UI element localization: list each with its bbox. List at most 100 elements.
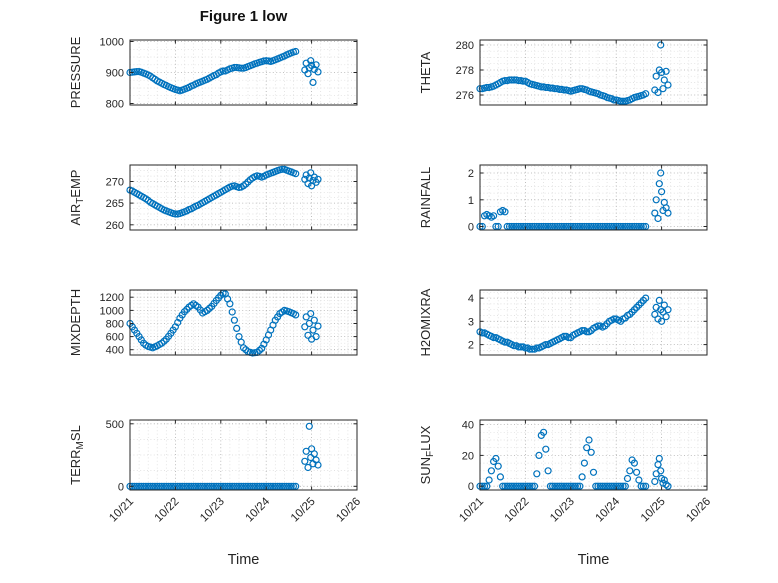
data-point bbox=[501, 208, 509, 216]
data-point bbox=[483, 83, 491, 92]
data-point bbox=[309, 326, 317, 334]
data-point bbox=[517, 482, 525, 490]
data-point bbox=[208, 482, 216, 490]
data-point bbox=[660, 301, 668, 309]
data-point bbox=[657, 68, 666, 77]
grid bbox=[130, 40, 357, 105]
panel-theta: 276 278 280 THETA bbox=[418, 39, 708, 106]
data-point bbox=[526, 482, 534, 490]
air_temp-series bbox=[126, 165, 322, 218]
data-point bbox=[514, 343, 523, 351]
data-point bbox=[233, 324, 241, 332]
data-point bbox=[244, 178, 252, 186]
y-tick-label: 260 bbox=[106, 220, 124, 232]
data-point bbox=[171, 210, 179, 218]
pressure-series bbox=[126, 47, 322, 95]
terr_msl-series bbox=[126, 422, 322, 490]
data-point bbox=[542, 341, 550, 349]
axes-box bbox=[129, 164, 358, 231]
data-point bbox=[302, 313, 310, 321]
data-point bbox=[662, 481, 670, 489]
data-point bbox=[167, 482, 175, 490]
data-point bbox=[165, 482, 173, 490]
data-point bbox=[655, 454, 663, 463]
data-point bbox=[539, 428, 548, 436]
data-point bbox=[133, 67, 141, 76]
sun_flux-series bbox=[476, 428, 672, 490]
data-point bbox=[487, 467, 495, 475]
data-point bbox=[601, 322, 609, 330]
data-point bbox=[274, 482, 282, 490]
tick-marks bbox=[129, 40, 358, 105]
data-point bbox=[652, 72, 660, 80]
data-point bbox=[251, 482, 259, 490]
data-point bbox=[630, 306, 639, 314]
x-axis-label: Time bbox=[228, 552, 260, 568]
data-point bbox=[578, 473, 586, 481]
tick-marks bbox=[129, 165, 358, 230]
data-point bbox=[505, 482, 514, 490]
data-point bbox=[662, 67, 670, 75]
data-point bbox=[569, 482, 577, 490]
data-point bbox=[630, 459, 639, 467]
data-point bbox=[660, 76, 668, 84]
data-point bbox=[235, 482, 243, 490]
data-point bbox=[524, 482, 532, 490]
data-point bbox=[519, 77, 527, 85]
data-point bbox=[212, 482, 220, 490]
y-tick-label: 1 bbox=[468, 195, 474, 207]
data-point bbox=[187, 482, 195, 490]
y-tick-label: 500 bbox=[106, 419, 124, 431]
data-point bbox=[596, 482, 604, 490]
y-tick-label: 400 bbox=[106, 345, 124, 357]
data-point bbox=[652, 196, 660, 204]
data-point bbox=[521, 344, 530, 352]
data-point bbox=[576, 482, 584, 490]
data-point bbox=[594, 482, 602, 490]
data-point bbox=[483, 482, 491, 490]
data-point bbox=[617, 317, 625, 325]
data-point bbox=[496, 473, 504, 481]
data-point bbox=[501, 482, 509, 490]
axes-box bbox=[479, 164, 708, 231]
data-point bbox=[654, 461, 662, 469]
data-point bbox=[278, 482, 286, 490]
y-tick-label: 280 bbox=[456, 40, 474, 52]
data-point bbox=[571, 482, 579, 490]
data-point bbox=[305, 422, 313, 430]
data-point bbox=[655, 296, 663, 304]
y-tick-label: 276 bbox=[456, 90, 474, 102]
data-point bbox=[514, 76, 523, 85]
data-point bbox=[637, 482, 645, 490]
data-point bbox=[551, 85, 559, 93]
tick-marks bbox=[479, 290, 708, 355]
data-point bbox=[242, 482, 250, 490]
data-point bbox=[589, 468, 598, 476]
data-point bbox=[651, 477, 659, 486]
data-point bbox=[560, 482, 568, 490]
data-point bbox=[185, 482, 193, 490]
data-point bbox=[660, 476, 668, 484]
h2omixra-series bbox=[476, 294, 672, 353]
data-point bbox=[309, 78, 317, 87]
data-point bbox=[278, 165, 286, 173]
data-point bbox=[664, 81, 672, 89]
data-point bbox=[249, 482, 257, 490]
data-point bbox=[573, 482, 582, 490]
data-point bbox=[203, 482, 211, 490]
data-point bbox=[657, 169, 665, 177]
data-point bbox=[528, 482, 536, 490]
data-point bbox=[501, 76, 509, 85]
data-point bbox=[605, 482, 614, 490]
data-point bbox=[519, 482, 527, 490]
data-point bbox=[494, 462, 502, 470]
data-point bbox=[128, 482, 136, 490]
figure-title: Figure 1 low bbox=[199, 8, 288, 25]
data-point bbox=[280, 482, 288, 490]
data-point bbox=[478, 482, 486, 490]
data-point bbox=[490, 212, 498, 220]
y-axis-label: MIXDEPTH bbox=[68, 289, 83, 356]
x-tick-label: 10/21 bbox=[457, 496, 486, 525]
data-point bbox=[537, 83, 545, 91]
